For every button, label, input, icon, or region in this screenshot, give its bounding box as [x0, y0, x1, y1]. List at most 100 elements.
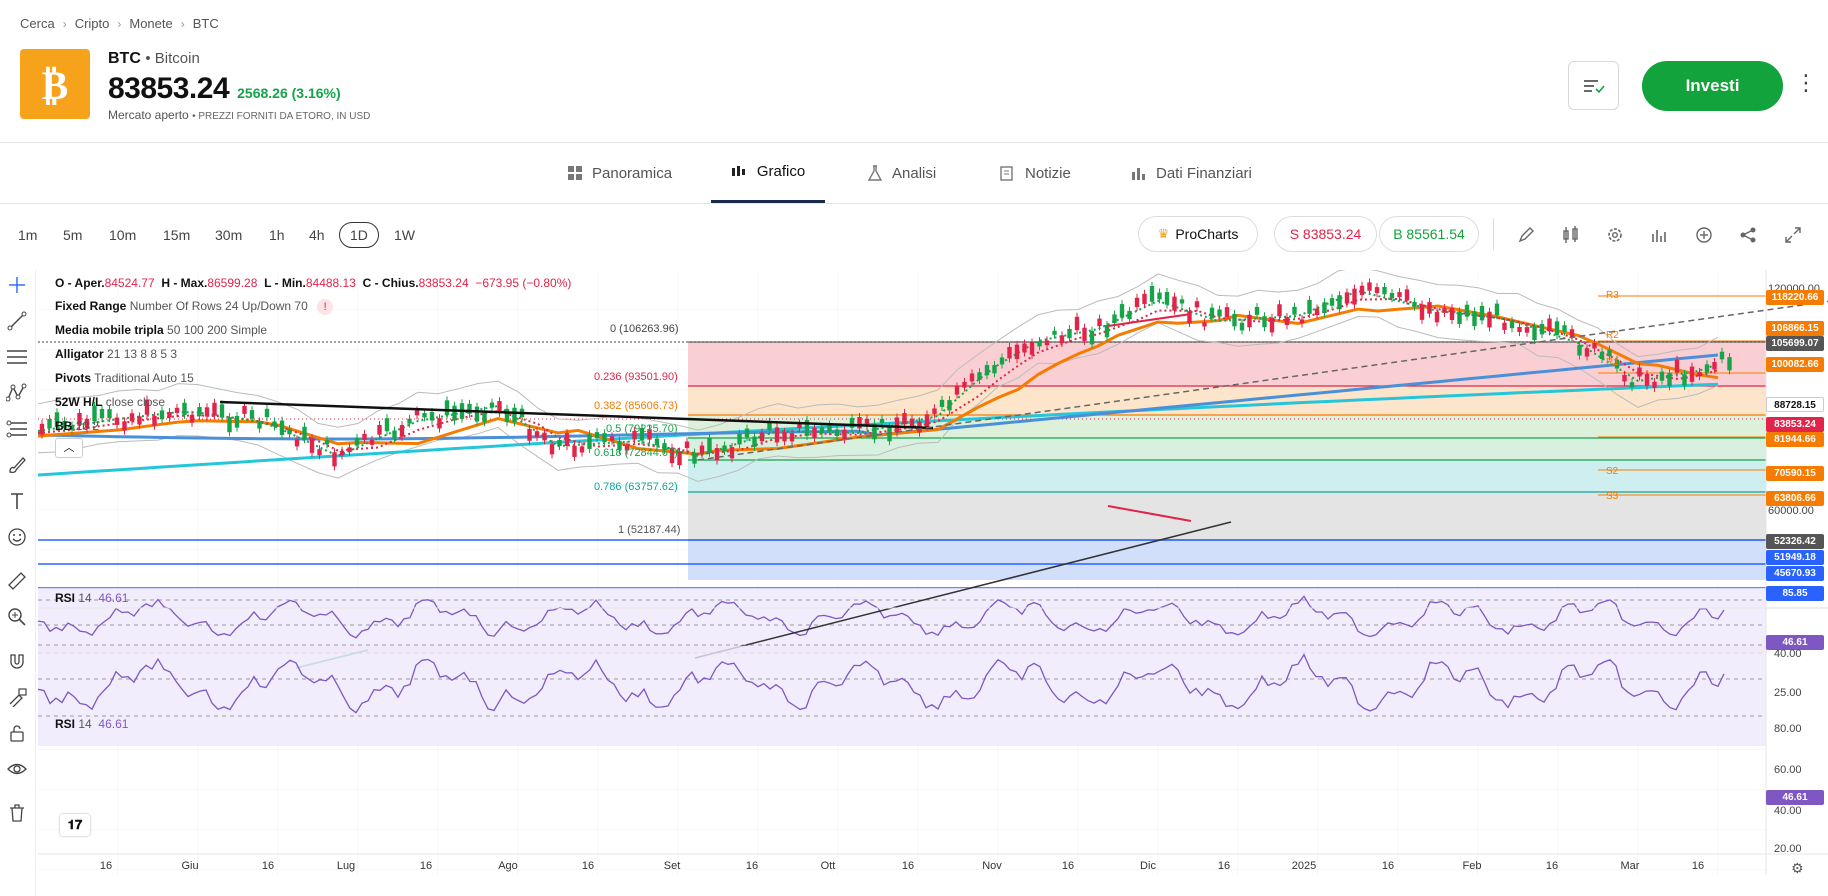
pivot-s2: S2 — [1606, 466, 1619, 477]
fib-tool-icon[interactable] — [4, 416, 30, 442]
sell-button[interactable]: S 83853.24 — [1274, 216, 1377, 252]
unlock-icon[interactable] — [4, 720, 30, 746]
indicator-alligator[interactable]: Alligator 21 13 8 8 5 3 — [55, 347, 178, 361]
timeframe-5m[interactable]: 5m — [63, 227, 83, 243]
x-axis-label: Ago — [498, 860, 518, 872]
candle-body — [1592, 342, 1597, 349]
candle-body — [1382, 286, 1387, 295]
tab-analysis[interactable]: Analisi — [868, 143, 936, 203]
timeframe-10m[interactable]: 10m — [109, 227, 137, 243]
magnet-icon[interactable] — [4, 648, 30, 674]
candle-body — [1112, 314, 1117, 324]
candle-body — [789, 433, 795, 442]
share-icon[interactable] — [1737, 224, 1759, 246]
rsi1-legend[interactable]: RSI 14 46.61 — [55, 591, 129, 605]
candle-body — [39, 423, 45, 435]
candle-body — [639, 427, 645, 441]
more-options-icon[interactable]: ⋮ — [1795, 70, 1817, 95]
timeframe-15m[interactable]: 15m — [163, 227, 191, 243]
procharts-button[interactable]: ♛ ProCharts — [1138, 216, 1258, 252]
settings-gear-icon[interactable] — [1604, 224, 1626, 246]
candle-body — [422, 413, 427, 418]
indicator-fixed-range[interactable]: Fixed Range Number Of Rows 24 Up/Down 70… — [55, 299, 334, 315]
flask-icon — [868, 165, 882, 181]
market-status: Mercato aperto — [108, 108, 189, 122]
trend-line-icon[interactable] — [4, 308, 30, 334]
timeframe-1w[interactable]: 1W — [394, 227, 415, 243]
candle-body — [1517, 326, 1522, 333]
candle-body — [1164, 291, 1170, 305]
candle-body — [392, 430, 397, 439]
indicator-bb[interactable]: BB 20 2 — [55, 419, 100, 433]
candle-body — [1547, 318, 1552, 332]
horizontal-lines-icon[interactable] — [4, 344, 30, 370]
candle-body — [1674, 359, 1680, 373]
x-axis-label: Feb — [1462, 860, 1482, 872]
tab-overview[interactable]: Panoramica — [568, 143, 672, 203]
tab-chart[interactable]: Grafico — [711, 143, 825, 203]
crown-icon: ♛ — [1157, 226, 1170, 241]
candle-type-icon[interactable] — [1560, 224, 1582, 246]
collapse-legend-button[interactable]: ︿ — [55, 438, 83, 458]
timeframe-1m[interactable]: 1m — [18, 227, 38, 243]
text-tool-icon[interactable] — [4, 488, 30, 514]
timeframe-1d[interactable]: 1D — [339, 222, 379, 248]
indicator-pivots[interactable]: Pivots Traditional Auto 15 — [55, 371, 194, 385]
high-value: 86599.28 — [207, 276, 258, 290]
ma-200-line — [38, 382, 1719, 477]
candle-body — [69, 425, 75, 431]
divergence-line — [1107, 313, 1192, 327]
breadcrumb-item-coins[interactable]: Monete — [129, 16, 173, 31]
candle-body — [482, 410, 487, 423]
breadcrumb-item-search[interactable]: Cerca — [20, 16, 55, 31]
brush-icon[interactable] — [4, 452, 30, 478]
candle-body — [1607, 349, 1612, 357]
candle-body — [669, 447, 675, 464]
warning-icon[interactable]: ! — [317, 299, 334, 315]
price-chart[interactable] — [38, 270, 1828, 896]
timeframe-1h[interactable]: 1h — [269, 227, 285, 243]
emoji-icon[interactable] — [4, 524, 30, 550]
invest-button[interactable]: Investi — [1642, 61, 1783, 111]
axis-settings-icon[interactable]: ⚙ — [1791, 860, 1804, 876]
breadcrumb-item-crypto[interactable]: Cripto — [74, 16, 110, 31]
lock-drawing-icon[interactable] — [4, 684, 30, 710]
candle-body — [1644, 374, 1650, 386]
candle-body — [1569, 329, 1575, 337]
indicators-icon[interactable] — [1648, 224, 1670, 246]
rsi2-legend[interactable]: RSI 14 46.61 — [55, 717, 129, 731]
candle-body — [62, 420, 67, 429]
candle-body — [549, 444, 555, 455]
candle-body — [1149, 285, 1155, 302]
buy-button[interactable]: B 85561.54 — [1379, 216, 1479, 252]
fullscreen-icon[interactable] — [1782, 224, 1804, 246]
candle-body — [1629, 382, 1635, 388]
candle-body — [1044, 340, 1050, 346]
eye-icon[interactable] — [4, 756, 30, 782]
watchlist-button[interactable] — [1568, 61, 1619, 110]
indicator-triple-ma[interactable]: Media mobile tripla 50 100 200 Simple — [55, 323, 268, 337]
price-label: 52326.42 — [1766, 534, 1824, 549]
tab-news[interactable]: Notizie — [1000, 143, 1071, 203]
tab-financials[interactable]: Dati Finanziari — [1131, 143, 1252, 203]
add-circle-icon[interactable] — [1693, 224, 1715, 246]
timeframe-30m[interactable]: 30m — [215, 227, 243, 243]
indicator-52w[interactable]: 52W H/L close close — [55, 395, 166, 409]
crosshair-icon[interactable] — [4, 272, 30, 298]
ruler-icon[interactable] — [4, 568, 30, 594]
trash-icon[interactable] — [4, 800, 30, 826]
tradingview-logo-icon: 𝟏𝟕 — [60, 814, 90, 836]
candle-body — [587, 434, 592, 449]
close-value: 83853.24 — [418, 276, 469, 290]
timeframe-4h[interactable]: 4h — [309, 227, 325, 243]
candle-body — [212, 402, 217, 416]
pivot-r1: R1 — [1606, 357, 1619, 368]
price-label: 45670.93 — [1766, 566, 1824, 581]
pencil-icon[interactable] — [1515, 224, 1537, 246]
candle-body — [1262, 316, 1267, 328]
candle-body — [902, 413, 907, 425]
candle-body — [54, 412, 60, 427]
pattern-icon[interactable] — [4, 380, 30, 406]
zoom-in-icon[interactable] — [4, 604, 30, 630]
candle-body — [1292, 306, 1297, 315]
